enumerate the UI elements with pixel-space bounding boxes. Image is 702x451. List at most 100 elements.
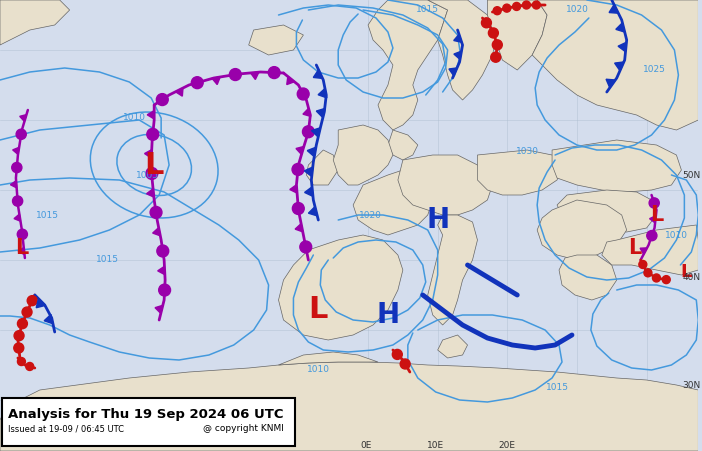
Circle shape <box>503 4 511 12</box>
Text: 20E: 20E <box>499 441 516 450</box>
Text: 1015: 1015 <box>545 383 569 392</box>
Polygon shape <box>147 110 154 119</box>
Circle shape <box>400 359 410 369</box>
Polygon shape <box>158 266 165 275</box>
Polygon shape <box>155 305 163 313</box>
Circle shape <box>268 67 280 78</box>
Circle shape <box>147 129 159 140</box>
Text: L: L <box>15 238 29 258</box>
Circle shape <box>157 245 168 257</box>
Text: 0E: 0E <box>360 441 372 450</box>
Circle shape <box>647 230 657 241</box>
Polygon shape <box>308 207 317 216</box>
Circle shape <box>303 126 314 138</box>
Polygon shape <box>145 150 152 158</box>
Circle shape <box>649 198 659 208</box>
Circle shape <box>491 52 501 62</box>
Circle shape <box>12 162 22 173</box>
Text: H: H <box>376 301 399 329</box>
Circle shape <box>230 69 241 80</box>
Circle shape <box>292 164 304 175</box>
Circle shape <box>522 1 531 9</box>
Text: 1010: 1010 <box>307 365 330 374</box>
Polygon shape <box>307 147 316 156</box>
Polygon shape <box>14 214 20 221</box>
Circle shape <box>18 229 27 239</box>
Text: 40N: 40N <box>682 273 701 282</box>
Polygon shape <box>353 170 432 235</box>
Polygon shape <box>368 0 448 130</box>
Polygon shape <box>37 299 45 308</box>
Circle shape <box>492 40 503 50</box>
Polygon shape <box>313 70 322 78</box>
Text: L: L <box>145 151 164 179</box>
Polygon shape <box>306 150 338 185</box>
Circle shape <box>150 207 162 218</box>
Circle shape <box>662 276 670 284</box>
Polygon shape <box>640 248 647 254</box>
Polygon shape <box>303 108 311 116</box>
Text: 1010: 1010 <box>123 114 146 123</box>
Polygon shape <box>0 362 698 451</box>
Circle shape <box>18 319 27 329</box>
Polygon shape <box>532 0 698 130</box>
Text: 1015: 1015 <box>37 211 59 220</box>
Circle shape <box>512 2 521 10</box>
Text: L: L <box>309 295 328 325</box>
Circle shape <box>652 274 661 282</box>
Circle shape <box>13 196 22 206</box>
Circle shape <box>297 88 309 100</box>
Polygon shape <box>649 216 656 223</box>
Text: 1030: 1030 <box>516 147 538 156</box>
Polygon shape <box>437 335 468 358</box>
Polygon shape <box>147 189 154 197</box>
Polygon shape <box>286 77 294 85</box>
Polygon shape <box>428 215 477 325</box>
Polygon shape <box>176 88 183 96</box>
Circle shape <box>22 307 32 317</box>
Text: @ copyright KNMI: @ copyright KNMI <box>203 424 284 433</box>
Polygon shape <box>11 181 17 188</box>
Text: 1020: 1020 <box>566 5 588 14</box>
Polygon shape <box>477 150 562 195</box>
Polygon shape <box>290 185 297 193</box>
Circle shape <box>494 7 501 15</box>
Polygon shape <box>312 128 320 137</box>
Text: 1020: 1020 <box>359 211 381 220</box>
Circle shape <box>392 350 402 359</box>
Polygon shape <box>606 79 616 88</box>
Polygon shape <box>609 5 618 13</box>
Circle shape <box>146 167 158 179</box>
Polygon shape <box>398 155 492 215</box>
Polygon shape <box>279 235 403 340</box>
Polygon shape <box>552 140 682 192</box>
Text: Issued at 19-09 / 06:45 UTC: Issued at 19-09 / 06:45 UTC <box>8 424 124 433</box>
Text: H: H <box>426 206 449 234</box>
Circle shape <box>18 358 25 366</box>
Circle shape <box>639 261 647 268</box>
Text: 1010: 1010 <box>665 230 688 239</box>
Polygon shape <box>279 352 378 365</box>
Polygon shape <box>152 228 160 236</box>
Polygon shape <box>305 167 313 176</box>
Polygon shape <box>615 62 624 71</box>
Polygon shape <box>251 72 259 79</box>
Polygon shape <box>449 68 457 76</box>
Circle shape <box>26 363 34 370</box>
Polygon shape <box>13 147 19 154</box>
Circle shape <box>489 28 498 38</box>
Circle shape <box>300 241 312 253</box>
Circle shape <box>159 284 171 296</box>
Polygon shape <box>0 0 69 45</box>
Polygon shape <box>20 115 27 121</box>
Circle shape <box>14 343 24 353</box>
Circle shape <box>27 296 37 306</box>
Polygon shape <box>317 108 325 118</box>
Polygon shape <box>428 0 497 100</box>
Polygon shape <box>454 51 461 60</box>
Circle shape <box>532 1 541 9</box>
Text: 10E: 10E <box>427 441 444 450</box>
Circle shape <box>14 331 24 341</box>
Polygon shape <box>618 42 626 52</box>
Polygon shape <box>487 0 547 70</box>
